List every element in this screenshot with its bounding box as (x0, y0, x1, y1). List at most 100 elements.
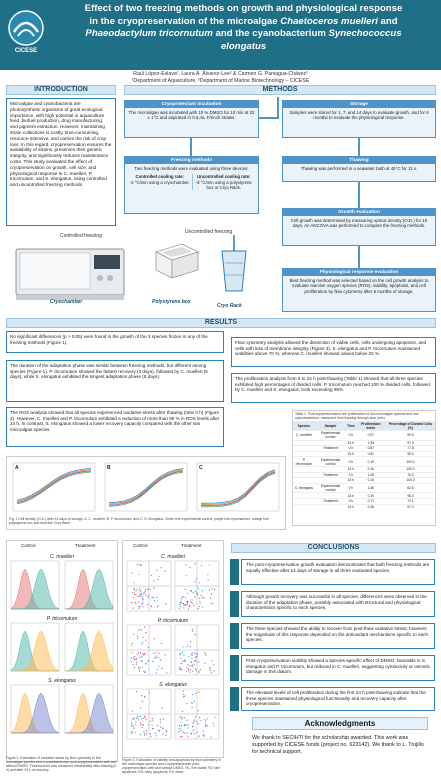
figure-2-ros-histograms: C. muelleri P. tricornutum S. elongatus (10, 554, 114, 734)
cytometry-event-dot (161, 667, 163, 669)
cytometry-event-dot (157, 578, 159, 581)
cytometry-event-dot (150, 574, 152, 576)
cytometry-event-dot (139, 564, 142, 567)
controlled-text: -3 °C/min using a cryochamber. (129, 179, 190, 185)
table-cell: 24 h (346, 466, 356, 473)
table-row: 24 h 0.46 97.2 (293, 503, 435, 510)
cytometry-event-dot (152, 720, 154, 722)
cytometry-event-dot (139, 587, 141, 589)
growth-curve-line (200, 471, 276, 507)
acknowledgments-text: We thank to SECIHTI for the scholarship … (252, 735, 424, 755)
cytometry-event-dot (138, 607, 140, 609)
cytometry-event-dot (213, 664, 215, 666)
table-cell: 0.15 (355, 456, 386, 467)
cytometry-event-dot (149, 589, 151, 591)
table-cell: 100.0 (385, 456, 435, 467)
cytometry-event-dot (189, 566, 191, 568)
table-cell (293, 466, 315, 473)
cytometry-event-dot (185, 604, 187, 606)
cytometry-event-dot (135, 721, 137, 723)
cytometry-event-dot (186, 670, 188, 673)
cytometry-event-dot (178, 607, 180, 609)
cytometry-event-dot (150, 605, 152, 607)
cytometry-event-dot (198, 588, 200, 590)
cytometry-event-dot (153, 587, 155, 589)
cytometry-event-dot (158, 652, 160, 654)
cytometry-event-dot (186, 703, 188, 705)
cytometry-event-dot (133, 589, 135, 591)
cytometry-event-dot (207, 574, 209, 576)
cytometry-event-dot (204, 662, 206, 664)
cytometry-event-dot (135, 659, 137, 661)
table-cell: Treatment (314, 445, 347, 452)
table-row: Treatment 0 h 0.87 77.8 (293, 445, 435, 452)
cytometry-event-dot (204, 652, 206, 654)
growth-curve-line (108, 470, 184, 506)
cytometry-event-dot (145, 594, 147, 596)
figure-2: Control Treatment C. muelleri P. tricornu… (6, 540, 118, 762)
table-cell (293, 471, 315, 478)
histogram-curve (65, 692, 114, 734)
cytometry-event-dot (180, 657, 182, 659)
figure-1: A B C Fig. 1 Cell density (O.D.) after 14 … (6, 456, 286, 530)
cytometry-event-dot (165, 734, 167, 736)
cytometry-event-dot (139, 595, 141, 597)
cytometry-event-dot (182, 646, 184, 648)
cytometry-event-dot (143, 670, 145, 672)
physiological-heading: Physiological response evaluation (283, 269, 435, 276)
cytometry-event-dot (198, 670, 200, 673)
table-cell: 62.6 (385, 482, 435, 493)
panel-label: C (199, 465, 203, 471)
cytometry-event-dot (138, 573, 140, 575)
table-row: Treatment 0 h 0.71 72.1 (293, 497, 435, 505)
cytometry-event-dot (144, 663, 146, 665)
cytometry-event-dot (183, 724, 185, 726)
cytometry-event-dot (205, 654, 207, 656)
cytometry-event-dot (210, 736, 212, 738)
cytometry-event-dot (182, 693, 185, 695)
table-row: C. muelleri Experimental control 0 h 0.97 90… (293, 430, 435, 441)
table-cell (314, 492, 347, 499)
cytometry-event-dot (180, 725, 183, 727)
cytometry-event-dot (144, 589, 146, 591)
cytometry-event-dot (181, 597, 183, 599)
cytometry-event-dot (141, 718, 143, 720)
table-cell: 72.1 (385, 497, 435, 505)
cytometry-event-dot (151, 724, 153, 726)
table-cell: 76.2 (385, 471, 435, 478)
cytometry-event-dot (180, 669, 183, 671)
cytometry-event-dot (150, 606, 152, 608)
cytometry-event-dot (133, 582, 135, 584)
cytometry-event-dot (180, 663, 182, 665)
cryoprotectant-box: Cryoprotectant incubation The microalgae… (124, 100, 259, 138)
cytometry-event-dot (133, 588, 135, 590)
cytometry-event-dot (195, 578, 197, 580)
table-cell: 95.2 (385, 450, 435, 457)
cytometry-event-dot (148, 692, 150, 694)
cytometry-event-dot (184, 659, 186, 661)
cytometry-event-dot (158, 657, 160, 659)
cytometry-event-dot (132, 633, 135, 635)
cytometry-event-dot (184, 661, 186, 663)
cytometry-event-dot (183, 732, 186, 734)
cytometry-event-dot (192, 726, 194, 728)
cytometry-event-dot (196, 593, 198, 595)
cytometry-event-dot (164, 654, 166, 656)
cytometry-event-dot (194, 668, 196, 670)
cytometry-event-dot (140, 734, 142, 736)
cytometry-event-dot (132, 718, 134, 720)
cytometry-event-dot (143, 731, 145, 733)
cytometry-event-dot (132, 596, 134, 599)
cytometry-event-dot (142, 653, 144, 655)
figure-2-treatment-label: Treatment (75, 543, 96, 548)
cryochamber-icon (15, 248, 125, 300)
cytometry-event-dot (204, 720, 207, 722)
cytometry-event-dot (152, 597, 154, 599)
cytometry-event-dot (141, 695, 143, 697)
cytometry-event-dot (181, 716, 183, 718)
table-cell: 0.29 (355, 492, 386, 499)
table-cell: 100.0 (385, 477, 435, 484)
cytometry-event-dot (192, 722, 194, 724)
cytometry-event-dot (208, 589, 210, 591)
introduction-text: Microalgae and cyanobacteria are photosy… (6, 98, 116, 226)
